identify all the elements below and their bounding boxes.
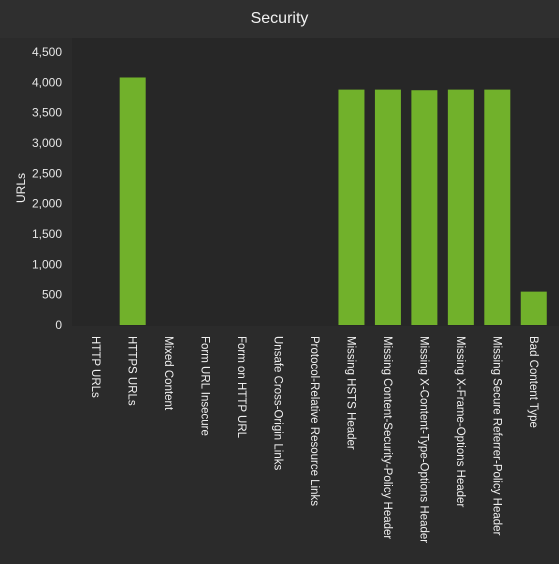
x-tick-label: Bad Content Type <box>527 336 539 428</box>
y-tick-label: 3,500 <box>32 106 62 120</box>
y-tick-label: 2,000 <box>32 197 62 211</box>
y-tick-label: 4,000 <box>32 75 62 89</box>
y-tick-label: 4,500 <box>32 45 62 59</box>
bar[interactable] <box>338 89 365 325</box>
y-tick-label: 500 <box>42 288 62 302</box>
x-tick-label: Missing Content-Security-Policy Header <box>381 336 393 539</box>
bar[interactable] <box>374 89 401 325</box>
x-axis: HTTP URLs HTTPS URLs Mixed Content Form URL… <box>89 336 539 543</box>
y-axis: 0 500 1,000 1,500 2,000 2,500 3,000 3,500 4,000 4… <box>32 45 62 332</box>
y-tick-label: 0 <box>55 318 62 332</box>
plot-area <box>72 38 559 326</box>
bar[interactable] <box>119 77 146 325</box>
bar[interactable] <box>411 90 438 325</box>
y-tick-label: 2,500 <box>32 166 62 180</box>
x-tick-label: Form on HTTP URL <box>235 336 247 439</box>
y-tick-label: 1,500 <box>32 227 62 241</box>
chart-header: Security <box>0 0 559 38</box>
x-tick-label: Unsafe Cross-Origin Links <box>272 336 284 470</box>
y-tick-label: 1,000 <box>32 257 62 271</box>
x-tick-label: HTTPS URLs <box>126 336 138 406</box>
bar[interactable] <box>447 89 474 325</box>
x-tick-label: Form URL Insecure <box>199 336 211 436</box>
bar[interactable] <box>520 291 547 325</box>
bar[interactable] <box>484 89 511 325</box>
x-tick-label: Missing HSTS Header <box>344 336 356 450</box>
y-tick-label: 3,000 <box>32 136 62 150</box>
x-tick-label: Missing X-Frame-Options Header <box>454 336 466 507</box>
x-tick-label: Mixed Content <box>162 336 174 411</box>
y-axis-title: URLs <box>14 173 28 203</box>
x-tick-label: Protocol-Relative Resource Links <box>308 336 320 506</box>
x-tick-label: Missing X-Content-Type-Options Header <box>417 336 429 543</box>
chart-title: Security <box>250 10 309 27</box>
bars <box>119 77 547 325</box>
x-tick-label: Missing Secure Referrer-Policy Header <box>490 336 502 536</box>
x-tick-label: HTTP URLs <box>89 336 101 398</box>
